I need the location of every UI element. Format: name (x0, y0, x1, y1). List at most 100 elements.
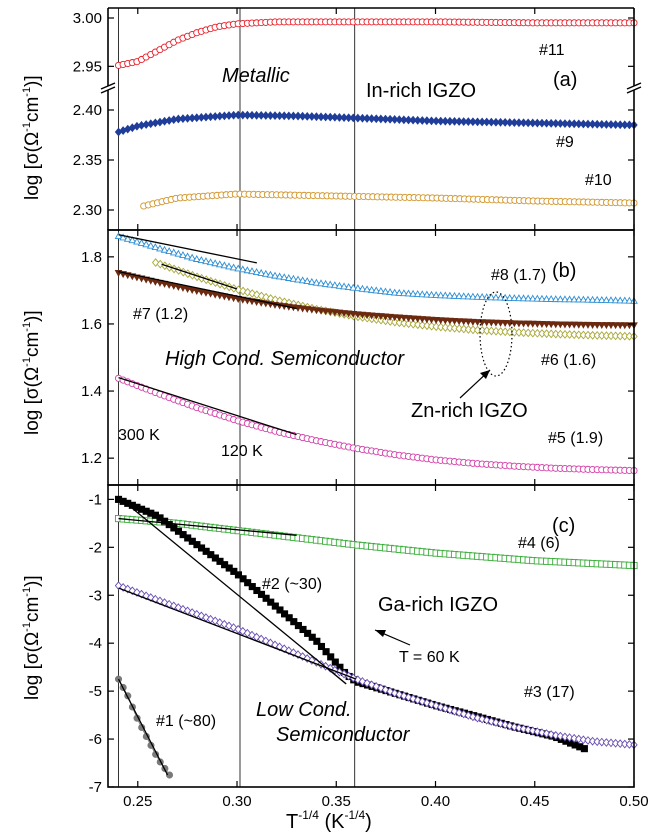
data-point (588, 736, 597, 746)
data-point (409, 319, 417, 329)
data-point (607, 322, 615, 330)
series-label-2: #2 (~30) (262, 576, 322, 593)
data-point (225, 262, 233, 270)
data-point (376, 286, 385, 294)
high-cond-label: High Cond. Semiconductor (165, 348, 405, 370)
data-point (483, 715, 491, 725)
data-point (404, 315, 413, 323)
axis-break-mark-left-1 (100, 82, 116, 90)
data-point (414, 320, 422, 330)
data-point (123, 234, 132, 242)
data-point (276, 606, 284, 614)
fit-line-b-1 (118, 234, 257, 264)
data-point (303, 111, 311, 121)
data-point (257, 590, 266, 598)
data-point (335, 281, 344, 289)
series-label-1: #1 (~80) (156, 713, 216, 730)
data-point (515, 723, 523, 733)
data-point (165, 771, 174, 779)
data-point (598, 737, 606, 747)
data-point (409, 694, 417, 704)
data-point (386, 313, 394, 321)
data-point (593, 322, 602, 330)
x-tick-label: 0.45 (520, 793, 549, 810)
fit-line-b-2 (161, 263, 238, 290)
data-point (556, 321, 565, 329)
data-point (423, 321, 431, 331)
data-point (285, 646, 293, 656)
data-point (524, 328, 532, 338)
data-point (570, 295, 579, 303)
data-point (128, 586, 137, 596)
data-point (482, 319, 491, 327)
data-point (528, 294, 537, 302)
y-tick-label-a: 2.40 (73, 102, 102, 119)
data-point (395, 690, 403, 699)
series-label-5: #5 (1.9) (548, 430, 603, 447)
data-point (367, 680, 376, 690)
data-point (137, 238, 146, 246)
data-point (561, 321, 569, 329)
data-point (538, 728, 546, 738)
data-point (321, 112, 330, 122)
data-point (469, 712, 477, 722)
data-point (459, 292, 468, 300)
data-point (459, 318, 468, 326)
data-point (229, 263, 238, 271)
frame-c (107, 484, 635, 788)
data-point (593, 737, 601, 747)
data-point (275, 272, 284, 280)
data-point (455, 708, 463, 718)
data-point (395, 115, 403, 125)
data-point (281, 610, 289, 618)
data-point (584, 321, 592, 329)
data-point (464, 318, 473, 326)
data-point (542, 329, 551, 339)
data-point (413, 290, 422, 297)
data-point (377, 315, 385, 325)
data-point (427, 290, 436, 298)
data-point (363, 312, 371, 320)
data-point (515, 294, 523, 302)
data-point (381, 114, 390, 124)
data-point (367, 285, 376, 293)
data-point (496, 293, 505, 301)
x-tick-label: 0.25 (123, 793, 152, 810)
x-tick-label: 0.35 (322, 793, 351, 810)
y-tick-label-c: -3 (89, 587, 102, 604)
series-a1-1 (114, 18, 638, 69)
data-point (418, 320, 427, 330)
series-line (118, 377, 635, 472)
data-point (146, 241, 155, 249)
data-point (547, 321, 556, 329)
data-point (584, 295, 592, 303)
panel-label-b: (b) (552, 260, 576, 282)
data-point (469, 325, 477, 335)
data-point (358, 113, 367, 123)
data-point (294, 111, 302, 121)
data-point (547, 295, 556, 302)
data-point (561, 732, 569, 742)
data-point (478, 714, 486, 724)
data-point (404, 319, 413, 329)
data-point (298, 276, 307, 284)
data-point (353, 311, 362, 319)
data-point (252, 268, 261, 275)
data-point (602, 296, 611, 304)
data-point (506, 721, 514, 731)
data-point (202, 257, 210, 265)
data-point (303, 277, 312, 285)
data-point (446, 323, 454, 333)
data-point (220, 261, 229, 269)
data-point (597, 322, 606, 330)
data-point (487, 319, 496, 327)
data-point (317, 112, 325, 122)
data-point (565, 733, 574, 742)
y-tick-label-a: 2.95 (73, 58, 102, 75)
data-point (290, 618, 298, 626)
data-point (625, 296, 634, 304)
data-point (423, 116, 431, 126)
data-point (404, 115, 413, 125)
data-point (349, 113, 357, 123)
data-point (390, 288, 399, 296)
